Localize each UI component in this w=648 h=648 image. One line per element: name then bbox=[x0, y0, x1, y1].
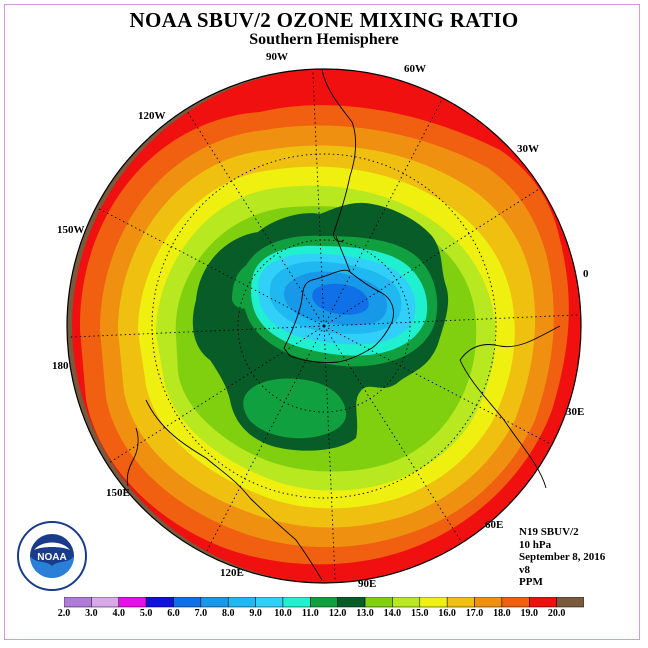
lat-circle-60s bbox=[237, 239, 411, 413]
longitude-label-30e: 30E bbox=[566, 406, 585, 418]
colorbar-tick-label: 16.0 bbox=[438, 608, 456, 619]
colorbar-swatch bbox=[474, 597, 503, 608]
colorbar-tick-label: 4.0 bbox=[112, 608, 125, 619]
colorbar-swatch bbox=[255, 597, 284, 608]
colorbar-tick-label: 12.0 bbox=[328, 608, 347, 619]
colorbar-swatch bbox=[145, 597, 174, 608]
coast-south-america bbox=[321, 69, 357, 242]
colorbar-tick-label: 2.0 bbox=[57, 608, 71, 619]
colorbar-swatch bbox=[200, 597, 229, 608]
noaa-logo: NOAA bbox=[17, 521, 87, 591]
longitude-label-120e: 120E bbox=[220, 567, 244, 579]
colorbar-swatch bbox=[419, 597, 448, 608]
colorbar-swatch bbox=[446, 597, 475, 608]
coast-new-zealand bbox=[126, 427, 139, 487]
map-subtitle: Southern Hemisphere bbox=[249, 31, 399, 48]
colorbar-swatch bbox=[64, 597, 92, 608]
colorbar-swatch bbox=[556, 597, 584, 608]
colorbar-tick-label: 14.0 bbox=[383, 608, 402, 619]
map-boundary bbox=[66, 68, 582, 584]
figure-border bbox=[4, 4, 640, 640]
info-block: N19 SBUV/2 10 hPa September 8, 2016 v8 P… bbox=[519, 526, 605, 589]
colorbar-tick-label: 11.0 bbox=[301, 608, 319, 619]
coast-peninsula bbox=[335, 235, 351, 273]
longitude-label-0: 0 bbox=[583, 268, 589, 280]
colorbar-tick-label: 5.0 bbox=[139, 608, 153, 619]
longitude-label-90w: 90W bbox=[266, 51, 288, 63]
colorbar-swatch bbox=[227, 597, 256, 608]
pocket-10-11a bbox=[243, 378, 347, 439]
colorbar-swatch bbox=[118, 597, 147, 608]
longitude-label-30w: 30W bbox=[517, 143, 539, 155]
map-title: NOAA SBUV/2 OZONE MIXING RATIO bbox=[129, 8, 519, 32]
longitude-label-150w: 150W bbox=[57, 224, 85, 236]
version-label: v8 bbox=[519, 563, 530, 576]
coast-africa bbox=[459, 325, 561, 489]
longitude-label-60w: 60W bbox=[404, 63, 426, 75]
coastlines bbox=[126, 69, 561, 581]
colorbar-swatch bbox=[529, 597, 557, 608]
longitude-label-150e: 150E bbox=[106, 487, 130, 499]
colorbar-swatch bbox=[173, 597, 202, 608]
colorbar-swatch bbox=[282, 597, 311, 608]
colorbar-tick-label: 3.0 bbox=[85, 608, 98, 619]
colorbar-tick-label: 15.0 bbox=[411, 608, 429, 619]
colorbar-tick-label: 9.0 bbox=[249, 608, 262, 619]
colorbar-swatch bbox=[392, 597, 421, 608]
colorbar-swatch bbox=[91, 597, 119, 608]
colorbar-tick-label: 10.0 bbox=[274, 608, 292, 619]
units-label: PPM bbox=[519, 576, 543, 588]
colorbar-swatch bbox=[364, 597, 393, 608]
ozone-field bbox=[67, 69, 581, 583]
colorbar-tick-label: 20.0 bbox=[547, 608, 566, 619]
date-label: September 8, 2016 bbox=[519, 551, 606, 563]
colorbar-swatch bbox=[337, 597, 366, 608]
colorbar-tick-label: 13.0 bbox=[356, 608, 374, 619]
longitude-label-120w: 120W bbox=[138, 110, 166, 122]
colorbar-tick-label: 8.0 bbox=[221, 608, 235, 619]
longitude-label-90e: 90E bbox=[358, 578, 377, 590]
colorbar-swatch bbox=[310, 597, 338, 608]
longitude-label-180: 180 bbox=[52, 360, 69, 372]
colorbar-tick-label: 17.0 bbox=[465, 608, 484, 619]
colorbar-swatch bbox=[501, 597, 530, 608]
logo-text: NOAA bbox=[37, 552, 66, 563]
colorbar bbox=[64, 597, 584, 608]
lat-circle-30s bbox=[151, 153, 497, 499]
colorbar-tick-label: 19.0 bbox=[520, 608, 539, 619]
longitude-label-60e: 60E bbox=[485, 519, 504, 531]
coast-antarctica bbox=[283, 269, 394, 363]
pressure-level-label: 10 hPa bbox=[519, 538, 552, 551]
coast-australia bbox=[145, 399, 323, 581]
colorbar-tick-label: 18.0 bbox=[493, 608, 511, 619]
instrument-label: N19 SBUV/2 bbox=[519, 526, 579, 538]
colorbar-tick-label: 7.0 bbox=[194, 608, 208, 619]
graticule bbox=[67, 69, 581, 583]
colorbar-tick-label: 6.0 bbox=[167, 608, 180, 619]
